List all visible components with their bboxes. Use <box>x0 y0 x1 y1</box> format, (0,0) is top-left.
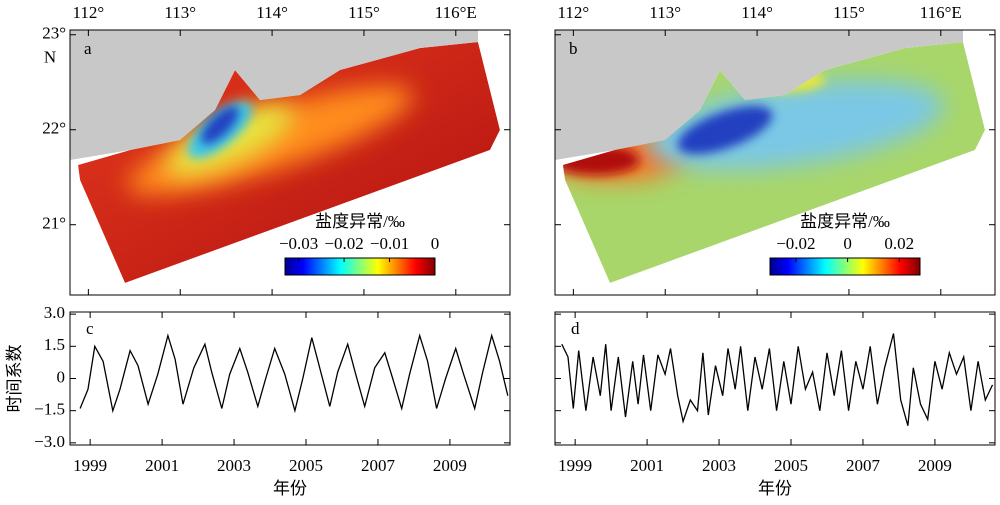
x-tick-label: 2009 <box>433 456 467 475</box>
y-tick-label: 21° <box>42 214 66 233</box>
x-axis-label: 年份 <box>273 479 307 498</box>
x-tick-label: 112° <box>73 3 105 22</box>
field-blob <box>200 105 240 145</box>
frame <box>69 311 511 446</box>
map <box>70 30 500 283</box>
colorbar-tick-label: 0.02 <box>884 234 914 253</box>
x-tick-label: 2007 <box>361 456 396 475</box>
x-tick-label: 112° <box>558 3 590 22</box>
field-blob <box>677 105 773 155</box>
colorbar-tick-label: −0.02 <box>324 234 363 253</box>
x-tick-label: 114° <box>256 3 288 22</box>
x-tick-label: 115° <box>348 3 380 22</box>
x-tick-label: 1999 <box>558 456 592 475</box>
salinity-field <box>78 42 500 283</box>
panel-label: d <box>571 319 580 338</box>
frame <box>69 29 511 296</box>
panel-label: a <box>84 39 92 58</box>
y-tick-label: 23° <box>42 24 66 43</box>
x-tick-label: 2005 <box>289 456 323 475</box>
colorbar <box>284 257 436 276</box>
panel-label: c <box>86 319 94 338</box>
x-tick-label: 115° <box>833 3 865 22</box>
colorbar <box>769 257 921 276</box>
x-tick-label: 113° <box>649 3 681 22</box>
x-tick-label: 116°E <box>920 3 962 22</box>
x-axis-label: 年份 <box>758 479 792 498</box>
y-tick-label: −1.5 <box>34 400 65 419</box>
land <box>70 30 478 160</box>
y-tick-label: 22° <box>42 119 66 138</box>
x-tick-label: 1999 <box>73 456 107 475</box>
series-line <box>561 333 994 426</box>
x-tick-label: 2005 <box>774 456 808 475</box>
land <box>555 30 963 160</box>
series-line <box>79 333 509 414</box>
frame <box>554 29 996 296</box>
y-tick-label: 3.0 <box>44 303 65 322</box>
y-tick-label: −3.0 <box>34 432 65 451</box>
x-tick-label: 2001 <box>630 456 664 475</box>
colorbar-tick-label: 0 <box>431 234 440 253</box>
panel-label: b <box>569 39 578 58</box>
colorbar-label: 盐度异常/‰ <box>800 212 890 231</box>
y-tick-label: 1.5 <box>44 335 65 354</box>
x-tick-label: 2009 <box>918 456 952 475</box>
y-axis-label: 时间系数 <box>5 345 24 413</box>
x-tick-label: 116°E <box>435 3 477 22</box>
x-tick-label: 2003 <box>702 456 736 475</box>
x-tick-label: 114° <box>741 3 773 22</box>
colorbar-tick-label: 0 <box>843 234 852 253</box>
x-tick-label: 113° <box>164 3 196 22</box>
map <box>555 30 985 283</box>
colorbar-tick-label: −0.02 <box>776 234 815 253</box>
y-tick-label: 0 <box>57 367 66 386</box>
x-tick-label: 2007 <box>846 456 881 475</box>
colorbar-label: 盐度异常/‰ <box>315 212 405 231</box>
x-tick-label: 2003 <box>217 456 251 475</box>
x-tick-label: 2001 <box>145 456 179 475</box>
colorbar-tick-label: −0.01 <box>370 234 409 253</box>
colorbar-tick-label: −0.03 <box>279 234 318 253</box>
hemisphere-label: N <box>44 48 56 67</box>
